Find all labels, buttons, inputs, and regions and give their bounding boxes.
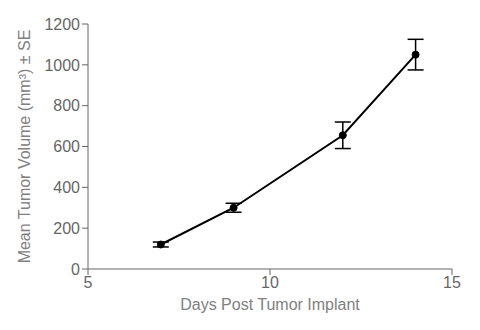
svg-text:5: 5 — [84, 274, 93, 291]
svg-text:Days Post Tumor Implant: Days Post Tumor Implant — [180, 296, 360, 313]
svg-text:1000: 1000 — [44, 57, 80, 74]
svg-text:600: 600 — [53, 138, 80, 155]
svg-text:200: 200 — [53, 220, 80, 237]
svg-text:15: 15 — [443, 274, 461, 291]
svg-text:10: 10 — [261, 274, 279, 291]
svg-text:Mean Tumor Volume (mm³) ± SE: Mean Tumor Volume (mm³) ± SE — [16, 30, 33, 264]
svg-text:400: 400 — [53, 179, 80, 196]
svg-text:800: 800 — [53, 97, 80, 114]
svg-text:0: 0 — [71, 261, 80, 278]
svg-text:1200: 1200 — [44, 16, 80, 33]
